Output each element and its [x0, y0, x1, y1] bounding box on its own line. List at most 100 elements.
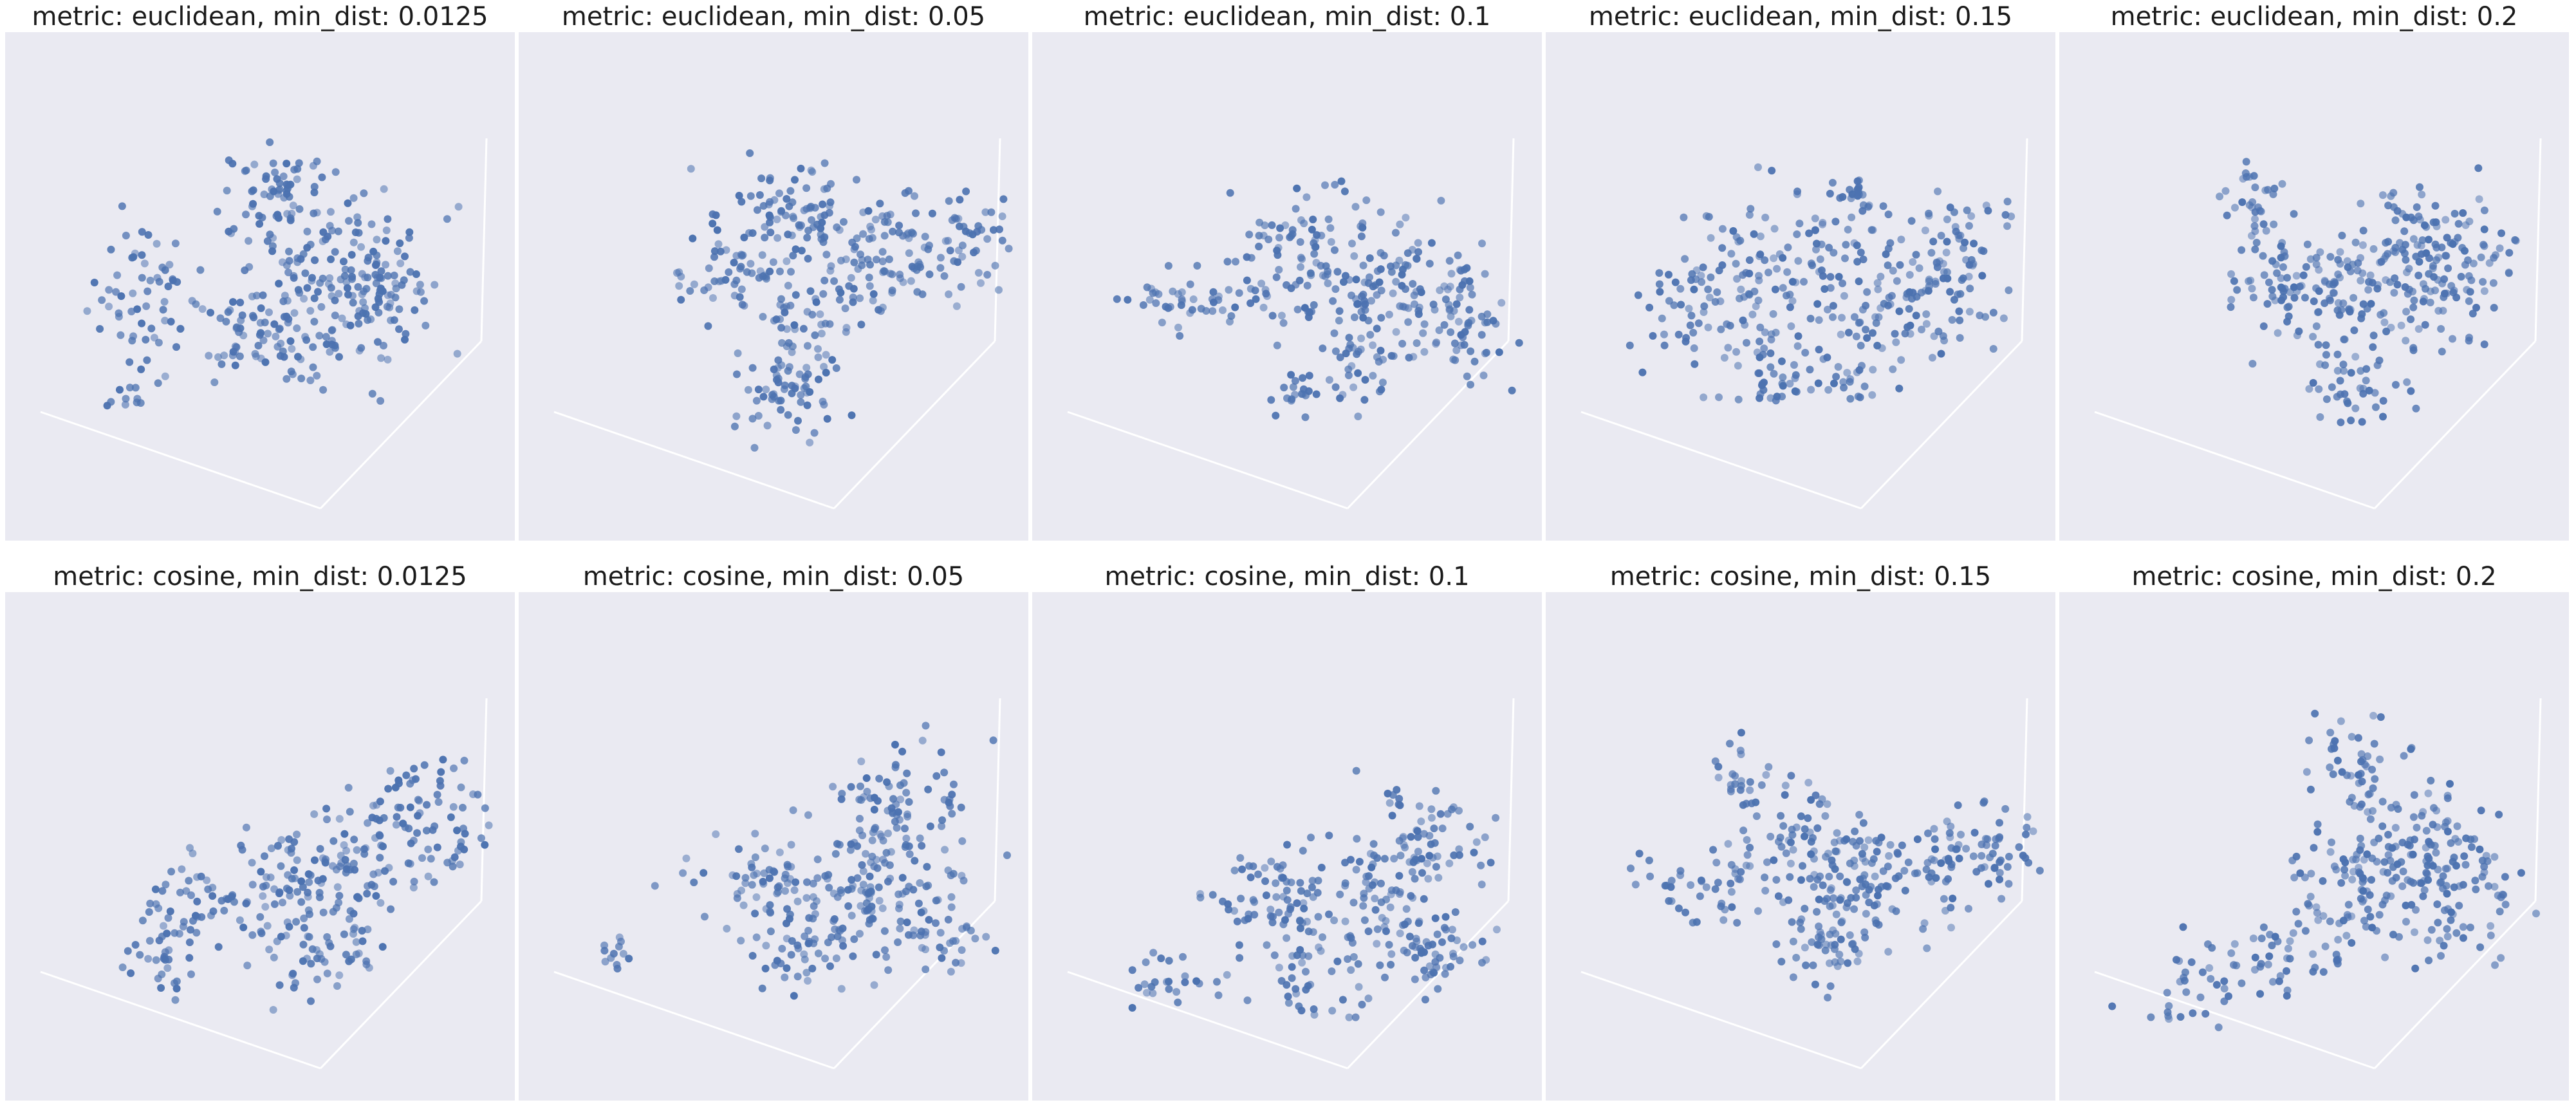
scatter-point	[1660, 330, 1668, 339]
scatter-point	[2362, 365, 2371, 373]
scatter-point	[129, 253, 138, 261]
scatter-point	[1927, 855, 1936, 863]
scatter-point	[402, 330, 410, 338]
scatter-point	[2378, 822, 2387, 830]
scatter-point	[2364, 286, 2373, 294]
scatter-point	[1848, 213, 1856, 221]
scatter-point	[2490, 304, 2498, 312]
scatter-point	[822, 369, 830, 377]
scatter-point	[748, 880, 756, 889]
scatter-point	[1711, 298, 1719, 306]
scatter-point	[853, 234, 861, 243]
scatter-point	[2416, 183, 2423, 191]
scatter-point	[783, 257, 791, 265]
scatter-point	[945, 290, 953, 299]
scatter-point	[761, 234, 769, 242]
scatter-point	[1812, 245, 1820, 254]
scatter-point	[450, 764, 458, 772]
scatter-point	[888, 286, 896, 295]
scatter-point	[1874, 285, 1882, 293]
scatter-point	[911, 192, 918, 200]
scatter-point	[1443, 810, 1452, 818]
scatter-point	[2434, 918, 2442, 927]
scatter-point	[2432, 806, 2440, 815]
scatter-point	[1779, 373, 1787, 382]
scatter-point	[193, 913, 201, 921]
scatter-point	[1357, 232, 1366, 241]
scatter-point	[173, 278, 181, 286]
scatter-point	[1305, 371, 1313, 380]
scatter-point	[2480, 340, 2488, 348]
scatter-point	[257, 868, 265, 876]
scatter-point	[1831, 865, 1839, 873]
scatter-point	[1940, 268, 1948, 276]
scatter-point	[1162, 302, 1170, 311]
scatter-point	[2389, 203, 2398, 211]
scatter-point	[1407, 833, 1415, 841]
scatter-point	[1454, 251, 1462, 259]
scatter-point	[1255, 243, 1263, 250]
scatter-point	[1794, 257, 1802, 265]
scatter-point	[2290, 873, 2299, 882]
scatter-point	[1429, 853, 1437, 862]
scatter-point	[1709, 846, 1718, 854]
scatter-point	[1268, 918, 1277, 927]
scatter-point	[709, 210, 717, 218]
scatter-point	[1715, 266, 1723, 275]
scatter-point	[1786, 303, 1794, 312]
scatter-point	[1472, 838, 1481, 846]
scatter-point	[949, 937, 958, 945]
scatter-point	[2309, 950, 2317, 958]
scatter-point	[893, 824, 901, 832]
scatter-point	[2358, 418, 2366, 426]
scatter-point	[1291, 377, 1299, 385]
scatter-point	[2472, 885, 2480, 893]
scatter-point	[705, 264, 713, 272]
scatter-point	[349, 930, 357, 938]
scatter-point	[821, 954, 829, 963]
scatter-point	[1882, 250, 1890, 258]
scatter-point	[2489, 279, 2497, 287]
scatter-point	[1259, 303, 1268, 312]
scatter-point	[167, 317, 175, 326]
scatter-point	[1299, 390, 1307, 398]
scatter-point	[783, 964, 791, 972]
scatter-point	[412, 287, 421, 295]
scatter-point	[1837, 918, 1846, 927]
scatter-point	[1483, 310, 1492, 319]
scatter-point	[794, 416, 802, 425]
scatter-point	[1219, 306, 1227, 314]
scatter-point	[903, 810, 911, 819]
scatter-point	[1936, 257, 1944, 265]
scatter-point	[400, 276, 408, 284]
scatter-point	[1280, 384, 1288, 392]
scatter-point	[773, 889, 781, 898]
scatter-point	[1272, 273, 1281, 281]
scatter-point	[1299, 374, 1307, 382]
scatter-point	[1209, 288, 1218, 296]
scatter-point	[1674, 330, 1683, 339]
scatter-point	[895, 221, 903, 230]
scatter-point	[825, 209, 833, 217]
scatter-point	[982, 933, 990, 941]
scatter-point	[310, 294, 319, 302]
scatter-point	[763, 422, 772, 430]
scatter-point	[313, 157, 321, 165]
scatter-point	[762, 942, 770, 950]
scatter-point	[888, 808, 896, 816]
scatter-point	[1937, 349, 1945, 358]
scatter-point	[1409, 280, 1417, 288]
scatter-point	[1268, 312, 1277, 320]
scatter-point	[1793, 230, 1801, 238]
scatter-point	[1802, 961, 1810, 969]
scatter-point	[161, 372, 169, 380]
scatter-point	[1189, 295, 1198, 303]
scatter-point	[1840, 292, 1848, 300]
panel-euclidean-0-15: metric: euclidean, min_dist: 0.15	[1546, 0, 2055, 541]
scatter-point	[1742, 268, 1750, 277]
scatter-point	[1815, 922, 1823, 931]
scatter-point	[2461, 221, 2470, 229]
scatter-point	[324, 232, 332, 241]
scatter-point	[1351, 1013, 1360, 1021]
scatter-point	[223, 187, 231, 195]
